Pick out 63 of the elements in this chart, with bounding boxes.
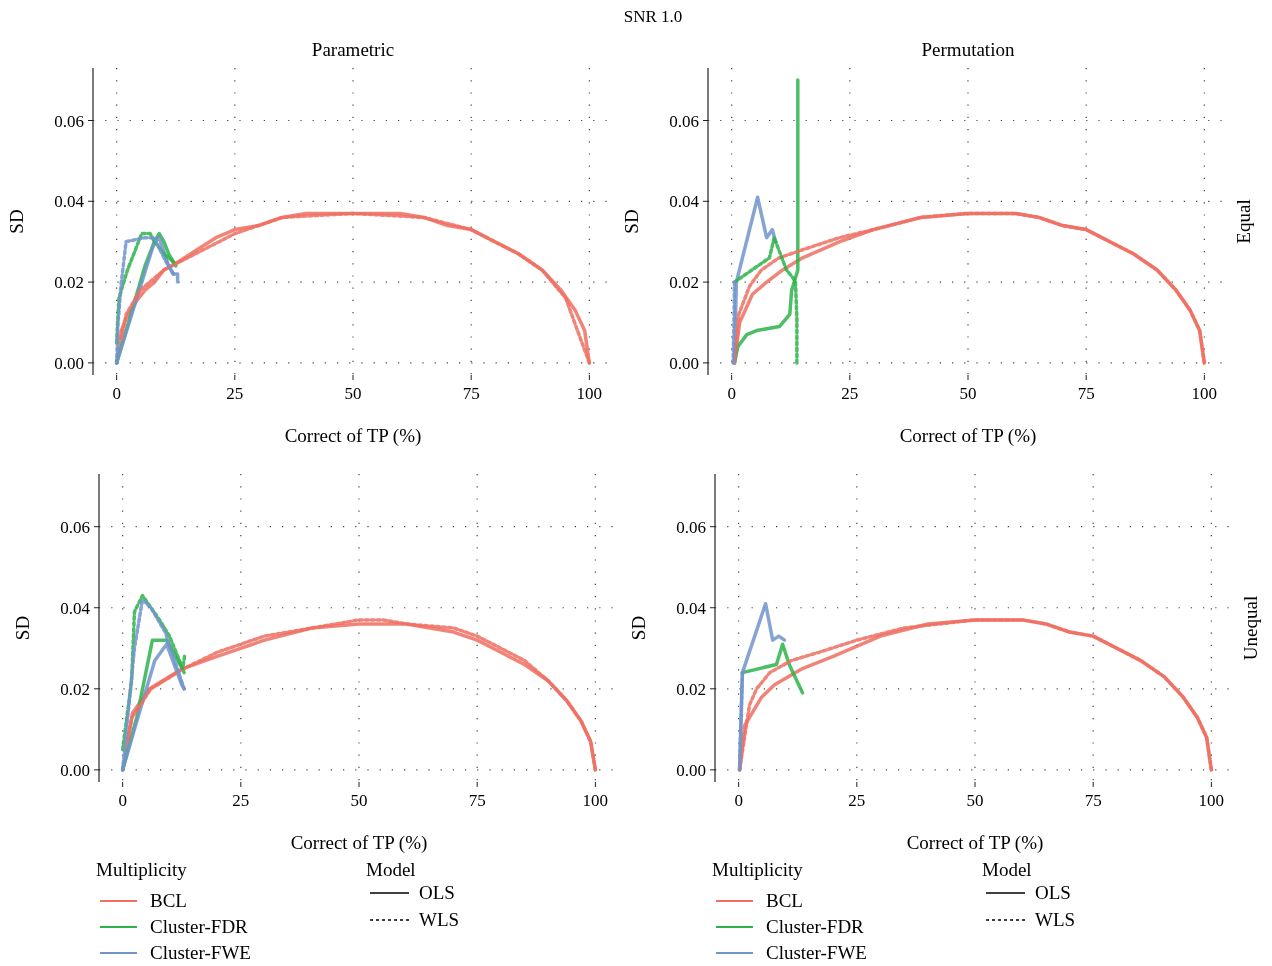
legend-label: OLS <box>419 882 455 903</box>
y-tick-label: 0.06 <box>54 111 84 131</box>
x-axis-title: Correct of TP (%) <box>899 425 1037 447</box>
x-tick-label: 100 <box>1198 791 1225 810</box>
y-tick-label: 0.02 <box>54 273 84 293</box>
x-tick-label: 75 <box>1084 791 1102 810</box>
text: Multiplicity <box>712 859 803 880</box>
legend-label: BCL <box>150 890 187 911</box>
y-tick-label: 0.00 <box>60 760 90 780</box>
y-tick-label: 0.06 <box>669 111 699 131</box>
x-tick-label: 0 <box>112 384 121 403</box>
x-tick-label: 100 <box>582 791 609 810</box>
text: Model <box>982 859 1032 880</box>
x-tick-label: 25 <box>841 384 859 403</box>
legend-label: WLS <box>419 909 460 930</box>
legend-label: Cluster-FDR <box>150 916 249 937</box>
legend-label: BCL <box>766 890 803 911</box>
legend-label: Cluster-FWE <box>766 942 867 963</box>
legend-label: Cluster-FDR <box>766 916 865 937</box>
legend-label: Cluster-FWE <box>150 942 251 963</box>
text: Multiplicity <box>96 859 187 880</box>
x-tick-label: 50 <box>350 791 368 810</box>
y-axis-title: SD <box>6 209 27 234</box>
y-tick-label: 0.00 <box>676 760 706 780</box>
y-axis-title: SD <box>628 615 649 641</box>
y-tick-label: 0.06 <box>60 517 90 537</box>
x-tick-label: 25 <box>848 791 866 810</box>
x-tick-label: 50 <box>344 384 362 403</box>
y2-axis-title: Equal <box>1233 199 1254 244</box>
x-tick-label: 75 <box>468 791 486 810</box>
x-axis-title: Correct of TP (%) <box>290 832 428 854</box>
y-tick-label: 0.04 <box>669 192 700 212</box>
y-tick-label: 0.00 <box>54 353 84 373</box>
x-tick-label: 75 <box>1077 384 1095 403</box>
y-tick-label: 0.04 <box>54 192 85 212</box>
x-tick-label: 0 <box>734 791 743 810</box>
y2-axis-title: Unequal <box>1240 595 1261 661</box>
x-tick-label: 100 <box>576 384 603 403</box>
x-tick-label: 50 <box>966 791 984 810</box>
x-tick-label: 25 <box>232 791 250 810</box>
y-tick-label: 0.02 <box>669 273 699 293</box>
y-tick-label: 0.02 <box>60 679 90 699</box>
x-tick-label: 0 <box>118 791 127 810</box>
y-tick-label: 0.06 <box>676 517 706 537</box>
y-tick-label: 0.02 <box>676 679 706 699</box>
y-tick-label: 0.04 <box>676 598 707 618</box>
y-axis-title: SD <box>12 615 33 641</box>
legend-label: OLS <box>1035 882 1071 903</box>
x-tick-label: 100 <box>1191 384 1218 403</box>
y-axis-title: SD <box>621 209 642 234</box>
chart-title: Permutation <box>921 39 1015 60</box>
x-axis-title: Correct of TP (%) <box>906 832 1044 854</box>
chart-title: Parametric <box>311 39 395 60</box>
y-tick-label: 0.04 <box>60 598 91 618</box>
x-tick-label: 25 <box>226 384 244 403</box>
x-tick-label: 0 <box>727 384 736 403</box>
text: Model <box>366 859 416 880</box>
legend-label: WLS <box>1035 909 1076 930</box>
x-tick-label: 50 <box>959 384 977 403</box>
x-axis-title: Correct of TP (%) <box>284 425 422 447</box>
text: SNR 1.0 <box>623 7 683 26</box>
y-tick-label: 0.00 <box>669 353 699 373</box>
x-tick-label: 75 <box>462 384 480 403</box>
